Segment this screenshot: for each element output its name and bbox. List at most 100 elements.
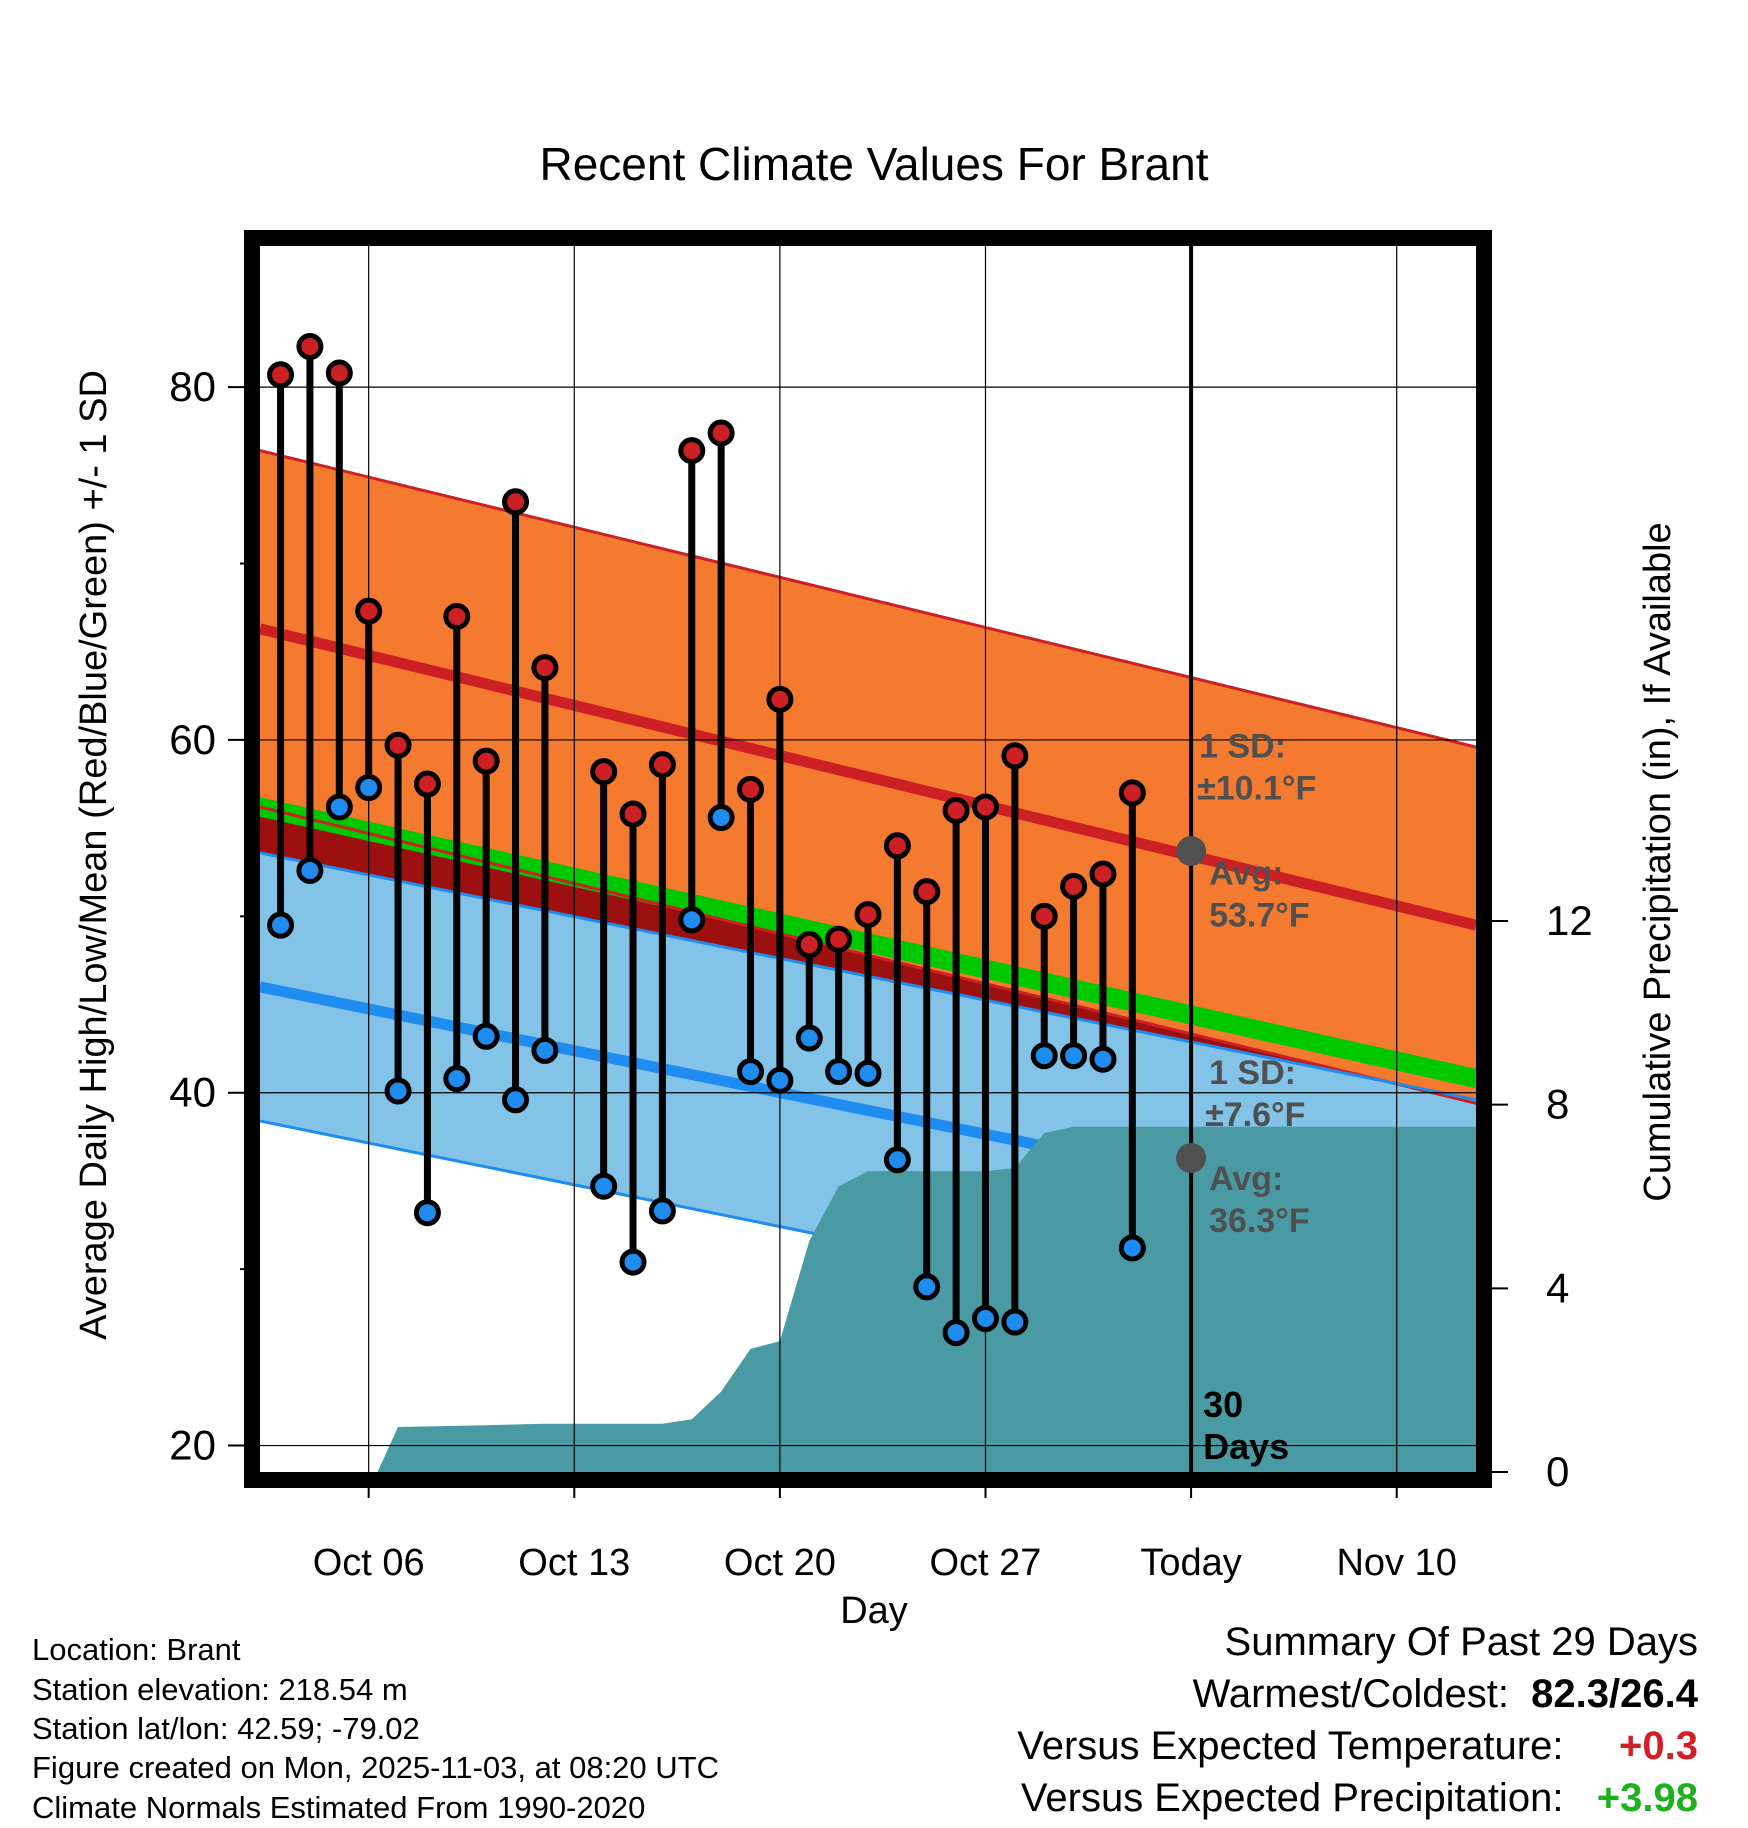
high-point: [913, 878, 941, 906]
high-point: [854, 901, 882, 929]
days-count-label: 30: [1203, 1384, 1243, 1425]
high-point: [1060, 872, 1088, 900]
summary-precip: Versus Expected Precipitation: +3.98: [1021, 1776, 1698, 1821]
low-point: [707, 804, 735, 832]
high-point: [590, 758, 618, 786]
high-sd-upper-line: [260, 449, 1476, 749]
footer-created: Figure created on Mon, 2025-11-03, at 08…: [32, 1750, 719, 1785]
high-point: [737, 775, 765, 803]
high-point: [267, 361, 295, 389]
plot-frame: [244, 230, 1492, 1488]
y2-tick-label: 8: [1546, 1081, 1569, 1128]
high-sd-value: ±10.1°F: [1197, 770, 1316, 808]
low-point: [472, 1022, 500, 1050]
low-sd-value: ±7.6°F: [1205, 1096, 1305, 1134]
x-axis-label: Day: [840, 1590, 908, 1632]
low-point: [795, 1024, 823, 1052]
low-point: [413, 1199, 441, 1227]
low-avg-label: Avg:: [1209, 1160, 1283, 1198]
high-point: [971, 793, 999, 821]
summary-precip-label: Versus Expected Precipitation:: [1020, 1776, 1564, 1820]
low-point: [443, 1065, 471, 1093]
x-tick-label: Oct 13: [518, 1542, 630, 1584]
low-point: [502, 1086, 530, 1114]
low-point: [854, 1059, 882, 1087]
low-point: [942, 1319, 970, 1347]
high-avg-value: 53.7°F: [1209, 897, 1310, 935]
y-tick-label: 80: [169, 363, 216, 410]
x-tick-label: Oct 27: [930, 1542, 1042, 1584]
high-sd-label: 1 SD:: [1199, 728, 1286, 766]
high-point: [619, 800, 647, 828]
chart-title: Recent Climate Values For Brant: [540, 138, 1209, 190]
summary-title: Summary Of Past 29 Days: [1224, 1620, 1698, 1664]
low-point: [619, 1248, 647, 1276]
high-point: [766, 685, 794, 713]
high-point: [942, 796, 970, 824]
high-avg-label: Avg:: [1209, 855, 1283, 893]
low-point: [590, 1172, 618, 1200]
low-point: [1030, 1042, 1058, 1070]
low-point: [766, 1066, 794, 1094]
high-point: [1118, 779, 1146, 807]
high-point: [296, 333, 324, 361]
low-point: [678, 906, 706, 934]
low-point: [325, 793, 353, 821]
y-tick-label: 20: [169, 1422, 216, 1469]
plot-area: [260, 246, 1476, 1472]
today-high-marker: [1176, 836, 1207, 867]
high-point: [1030, 902, 1058, 930]
x-tick-label: Oct 20: [724, 1542, 836, 1584]
days-unit-label: Days: [1203, 1426, 1289, 1467]
high-point: [648, 751, 676, 779]
footer-normals: Climate Normals Estimated From 1990-2020: [32, 1790, 646, 1825]
low-point: [267, 911, 295, 939]
y2-tick-label: 12: [1546, 897, 1593, 944]
low-point: [355, 774, 383, 802]
high-point: [443, 602, 471, 630]
low-point: [296, 856, 324, 884]
low-point: [1118, 1234, 1146, 1262]
y2-tick-label: 4: [1546, 1264, 1569, 1311]
low-point: [1089, 1045, 1117, 1073]
low-point: [1001, 1308, 1029, 1336]
high-point: [825, 925, 853, 953]
high-point: [325, 359, 353, 387]
footer-elevation: Station elevation: 218.54 m: [32, 1672, 408, 1707]
low-avg-value: 36.3°F: [1209, 1202, 1310, 1240]
high-point: [472, 747, 500, 775]
high-point: [531, 654, 559, 682]
summary-warmest: Warmest/Coldest: 82.3/26.4: [1193, 1672, 1698, 1717]
x-tick-label: Today: [1140, 1542, 1241, 1584]
summary-temp-label: Versus Expected Temperature:: [1017, 1724, 1564, 1768]
low-point: [913, 1273, 941, 1301]
summary-temp: Versus Expected Temperature: +0.3: [1017, 1724, 1698, 1769]
high-normal-line: [260, 623, 1476, 931]
footer-location: Location: Brant: [32, 1632, 241, 1667]
y-tick-label: 60: [169, 716, 216, 763]
high-point: [384, 731, 412, 759]
summary-warmest-value: 82.3/26.4: [1531, 1672, 1698, 1716]
low-point: [648, 1197, 676, 1225]
footer-latlon: Station lat/lon: 42.59; -79.02: [32, 1711, 420, 1746]
low-point: [1060, 1042, 1088, 1070]
high-point: [883, 832, 911, 860]
precip-area: [280, 1126, 1476, 1472]
y2-axis-label: Cumulative Precipitation (in), If Availa…: [1637, 522, 1679, 1201]
high-point: [413, 770, 441, 798]
low-point: [531, 1036, 559, 1064]
low-point: [971, 1305, 999, 1333]
low-sd-label: 1 SD:: [1209, 1054, 1296, 1092]
today-low-marker: [1176, 1143, 1207, 1174]
low-point: [384, 1077, 412, 1105]
high-point: [355, 597, 383, 625]
low-point: [883, 1146, 911, 1174]
x-tick-label: Oct 06: [313, 1542, 425, 1584]
low-point: [737, 1058, 765, 1086]
high-point: [1001, 742, 1029, 770]
high-point: [678, 437, 706, 465]
y2-tick-label: 0: [1546, 1448, 1569, 1495]
high-point: [795, 931, 823, 959]
high-point: [502, 488, 530, 516]
y-tick-label: 40: [169, 1069, 216, 1116]
